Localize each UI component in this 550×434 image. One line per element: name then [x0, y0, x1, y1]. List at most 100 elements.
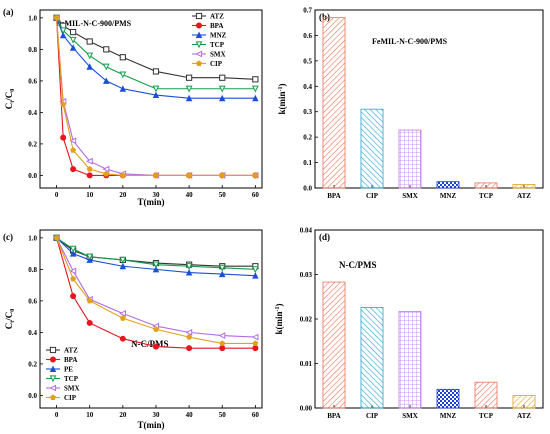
- bar-atz: [512, 395, 536, 409]
- legend-label: TCP: [210, 41, 225, 49]
- data-point: [69, 36, 77, 44]
- data-point: [86, 297, 93, 304]
- y-label-sup: -1: [275, 306, 281, 311]
- y-label-close: ): [274, 303, 284, 306]
- data-point: [186, 345, 193, 352]
- legend-label: ATZ: [210, 13, 224, 21]
- chart-title: FeMIL-N-C-900/PMS: [372, 37, 448, 46]
- data-point: [219, 74, 226, 81]
- series-line: [56, 17, 256, 99]
- data-point: [119, 310, 126, 317]
- data-point: [119, 262, 127, 270]
- legend-item-smx: SMX: [192, 51, 226, 59]
- y-tick-label: 0.0: [303, 185, 312, 193]
- chart-title: FeMIL-N-C-900/PMS: [56, 19, 132, 28]
- y-axis-label: Ct/C0: [4, 309, 16, 330]
- data-point: [251, 333, 259, 341]
- series-line: [56, 237, 256, 349]
- series-cip: [53, 234, 259, 346]
- legend-item-pe: PE: [46, 366, 73, 374]
- panel-label: (c): [3, 232, 13, 242]
- y-label-sup: -1: [278, 86, 284, 91]
- data-point: [152, 265, 160, 273]
- legend-item-smx: SMX: [46, 385, 80, 393]
- data-point: [252, 340, 259, 346]
- data-point: [70, 28, 77, 36]
- data-point: [252, 94, 259, 102]
- data-point: [186, 172, 193, 178]
- legend-label: PE: [64, 366, 73, 374]
- y-tick-label: 0.00: [300, 405, 313, 413]
- data-point: [185, 269, 193, 276]
- x-tick-label: CIP: [366, 412, 379, 420]
- data-point: [218, 270, 226, 278]
- x-tick-label: MNZ: [440, 192, 457, 200]
- x-tick-label: 10: [86, 191, 94, 199]
- y-label-k: k(min: [274, 311, 284, 334]
- data-point: [86, 63, 93, 70]
- panel-label: (b): [319, 12, 330, 22]
- legend-marker: [50, 394, 56, 401]
- data-point: [60, 134, 67, 141]
- data-point: [185, 85, 193, 93]
- x-tick-label: 60: [252, 191, 260, 199]
- y-label-k: k(min: [277, 91, 287, 114]
- data-point: [119, 256, 127, 264]
- legend-marker: [49, 375, 57, 383]
- x-tick-label: 30: [152, 411, 160, 419]
- y-tick-label: 1.0: [28, 14, 37, 22]
- data-point: [218, 85, 226, 93]
- y-tick-label: 0.6: [303, 32, 312, 40]
- series-layer: [52, 14, 259, 179]
- legend-label: SMX: [210, 51, 226, 59]
- legend-item-bpa: BPA: [192, 22, 223, 30]
- y-label-slash: /C: [4, 312, 14, 322]
- legend-item-atz: ATZ: [46, 347, 78, 355]
- data-point: [53, 234, 60, 241]
- y-tick-label: 0.01: [300, 360, 313, 368]
- y-tick-label: 0.8: [28, 46, 37, 54]
- series-line: [56, 17, 256, 90]
- panel-b: (b) FeMIL-N-C-900/PMS 0.0 0.1 0.2 0.3 0.4 0.5…: [277, 7, 544, 200]
- legend-marker: [50, 356, 57, 363]
- legend-label: BPA: [64, 356, 77, 364]
- bar-cip: [360, 307, 384, 409]
- x-tick-label: ATZ: [517, 192, 531, 200]
- data-point: [86, 253, 94, 261]
- legend-label: BPA: [210, 22, 223, 30]
- bar-layer: [322, 281, 536, 409]
- data-point: [152, 343, 159, 350]
- y-tick-label: 0.4: [303, 83, 312, 91]
- data-point: [219, 340, 226, 346]
- legend-item-atz: ATZ: [192, 13, 224, 21]
- panel-label: (d): [319, 232, 330, 242]
- series-cip: [53, 14, 259, 178]
- data-point: [102, 63, 110, 71]
- data-point: [218, 332, 226, 339]
- x-tick-label: 50: [219, 411, 227, 419]
- y-tick-label: 0.4: [28, 329, 37, 337]
- x-tick-label: 60: [252, 411, 260, 419]
- data-point: [185, 328, 193, 336]
- legend-label: MNZ: [210, 32, 227, 40]
- data-point: [153, 172, 159, 178]
- y-tick-label: 0.04: [300, 227, 313, 235]
- series-smx: [52, 234, 259, 341]
- data-point: [119, 54, 126, 61]
- y-tick-label: 0.2: [28, 360, 37, 368]
- data-point: [186, 334, 193, 340]
- y-axis-label: Ct/C0: [4, 89, 16, 110]
- legend-marker: [195, 41, 203, 49]
- data-point: [153, 326, 159, 332]
- data-point: [85, 157, 93, 165]
- data-point: [251, 266, 259, 274]
- data-point: [219, 172, 226, 178]
- y-tick-label: 0.3: [303, 108, 312, 116]
- data-point: [185, 263, 193, 270]
- x-tick-label: 40: [186, 191, 194, 199]
- data-point: [119, 71, 127, 79]
- y-tick-label: 0.1: [303, 159, 312, 167]
- data-point: [119, 335, 126, 342]
- legend-label: CIP: [210, 60, 223, 68]
